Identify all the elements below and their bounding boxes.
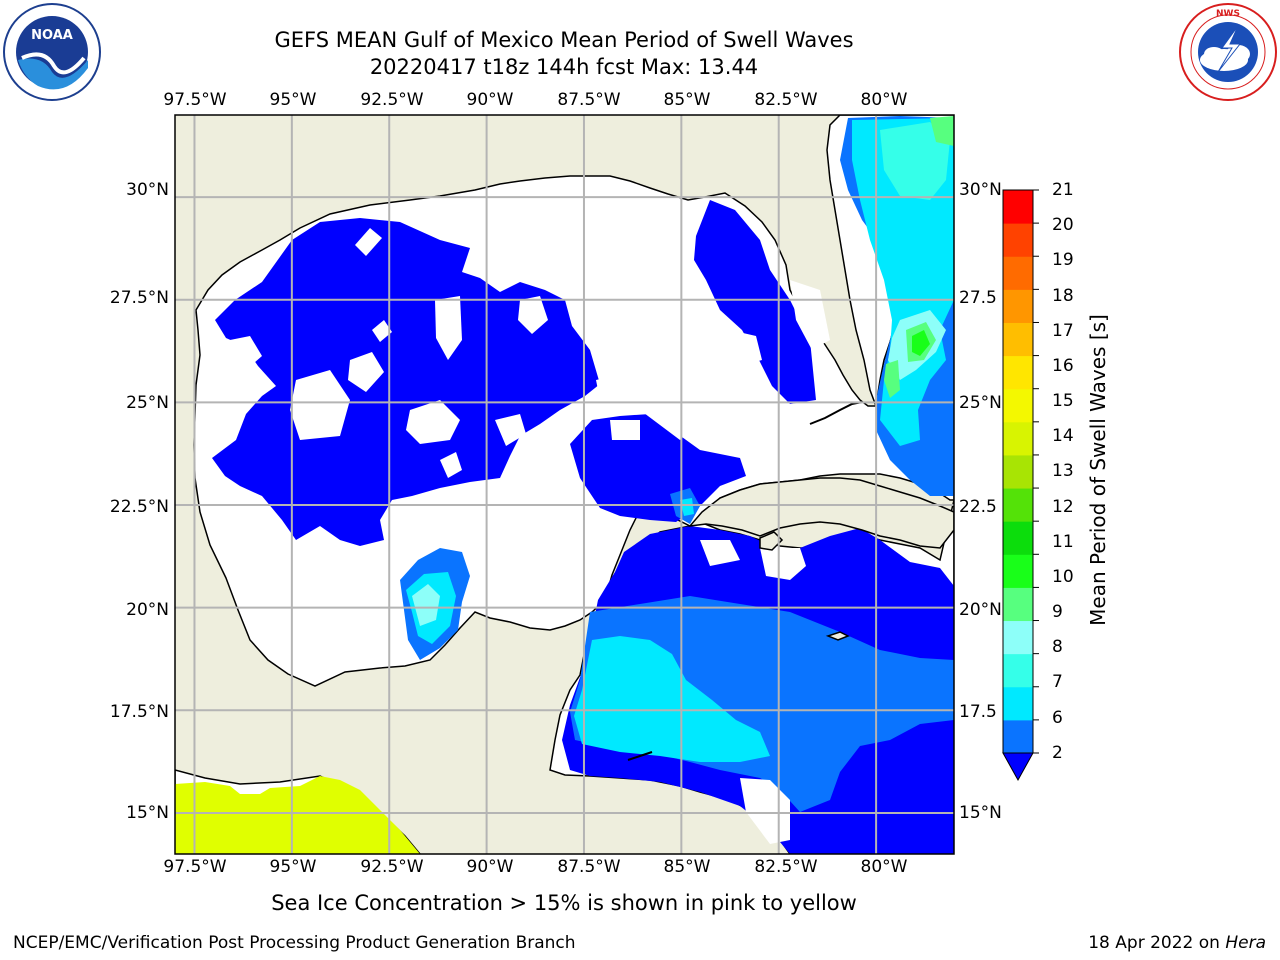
colorbar-segment [1003,521,1033,555]
footer-date: 18 Apr 2022 on Hera [1088,933,1266,953]
colorbar-tick: 16 [1052,356,1074,376]
colorbar-tick: 10 [1052,567,1074,587]
swell-region-central-gulf [570,414,746,522]
colorbar-tick: 19 [1052,250,1074,270]
colorbar-tick: 6 [1052,708,1063,728]
lat-tick-right: 25°N [959,393,1002,413]
footer-date-text: 18 Apr 2022 on [1088,933,1226,953]
lon-tick-bottom: 87.5°W [557,857,621,877]
lon-tick-top: 90°W [466,90,514,110]
low-period-gaps [220,228,830,844]
colorbar-extend-arrow [1002,752,1034,782]
colorbar-frame [1002,189,1034,754]
colorbar-segment [1003,256,1033,290]
colorbar-segment [1003,719,1033,754]
land-jamaica [825,631,850,641]
lat-tick-right: 22.5 [959,497,997,517]
yellow-shading-pacific [175,776,420,854]
lat-tick-left: 30°N [126,180,169,200]
lon-tick-bottom: 82.5°W [754,857,818,877]
lat-tick-left: 25°N [126,393,169,413]
colorbar-tick: 18 [1052,286,1074,306]
colorbar-segment [1003,190,1033,224]
land-cuba [688,477,954,549]
lat-tick-left: 22.5°N [109,497,169,517]
lon-tick-bottom: 85°W [663,857,711,877]
lat-tick-left: 17.5°N [109,702,169,722]
svg-text:NWS: NWS [1216,9,1240,19]
colorbar-tick: 2 [1052,743,1063,763]
colorbar-segment [1003,355,1033,390]
chart-title: GEFS MEAN Gulf of Mexico Mean Period of … [274,28,854,52]
lon-tick-top: 82.5°W [754,90,818,110]
lon-tick-top: 80°W [860,90,908,110]
colorbar-tick: 14 [1052,426,1074,446]
map-frame [174,114,955,855]
colorbar-segment [1003,454,1033,489]
colorbar-segment [1003,653,1033,688]
colorbar-label: Mean Period of Swell Waves [s] [1086,314,1110,626]
lat-tick-right: 17.5 [959,702,997,722]
lat-tick-left: 15°N [126,803,169,823]
lat-tick-right: 15°N [959,803,1002,823]
landmasses [688,477,954,641]
lon-tick-bottom: 92.5°W [360,857,424,877]
colorbar-tick: 9 [1052,602,1063,622]
colorbar-tick: 15 [1052,391,1074,411]
colorbar-segment [1003,587,1033,622]
swell-region-atlantic-cyan [852,118,954,446]
swell-region-east-gulf [694,200,816,404]
colorbar-tick: 7 [1052,672,1063,692]
swell-region-caribbean-cyan [574,636,770,762]
lon-tick-bottom: 80°W [860,857,908,877]
sea-ice-caption: Sea Ice Concentration > 15% is shown in … [271,891,857,915]
lon-tick-top: 97.5°W [163,90,227,110]
colorbar-tick: 20 [1052,215,1074,235]
footer-host: Hera [1225,933,1266,953]
colorbar-tick: 8 [1052,637,1063,657]
colorbar-tick: 11 [1052,532,1074,552]
lat-tick-right: 30°N [959,180,1002,200]
lon-tick-top: 92.5°W [360,90,424,110]
noaa-logo-text: NOAA [31,28,73,43]
chart-subtitle: 20220417 t18z 144h fcst Max: 13.44 [369,55,759,79]
lon-tick-bottom: 90°W [466,857,514,877]
colorbar-segment [1003,686,1033,721]
footer-credit: NCEP/EMC/Verification Post Processing Pr… [13,933,576,953]
colorbar-segment [1003,488,1033,522]
colorbar-segment [1003,388,1033,423]
colorbar-tick: 13 [1052,461,1074,481]
swell-region-caribbean-light [570,596,954,812]
colorbar-tick: 17 [1052,321,1074,341]
colorbar-segment [1003,554,1033,588]
lon-tick-bottom: 97.5°W [163,857,227,877]
colorbar [1002,189,1039,782]
lon-tick-top: 85°W [663,90,711,110]
lon-tick-top: 95°W [269,90,317,110]
colorbar-segment [1003,223,1033,257]
lat-tick-left: 20°N [126,600,169,620]
lon-tick-top: 87.5°W [557,90,621,110]
nws-logo: NWS [1179,3,1277,101]
colorbar-segment [1003,322,1033,357]
map-grid [175,115,954,854]
colorbar-segment [1003,421,1033,456]
colorbar-segment [1003,289,1033,323]
lon-tick-bottom: 95°W [269,857,317,877]
lat-tick-right: 20°N [959,600,1002,620]
colorbar-tick: 21 [1052,180,1074,200]
lat-tick-left: 27.5°N [109,288,169,308]
colorbar-segment [1003,620,1033,655]
colorbar-tick: 12 [1052,497,1074,517]
lat-tick-right: 27.5 [959,288,997,308]
noaa-logo: NOAA [3,3,101,101]
